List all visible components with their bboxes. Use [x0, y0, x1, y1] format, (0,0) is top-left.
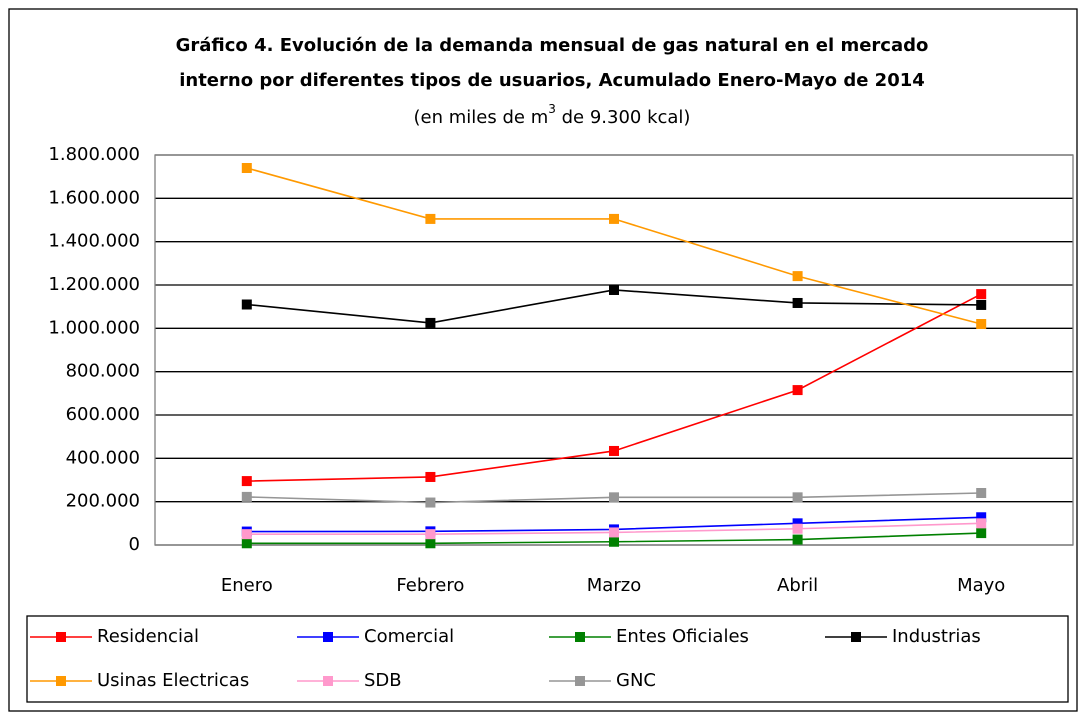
marker	[609, 492, 619, 503]
marker	[241, 491, 252, 502]
marker	[792, 297, 803, 308]
marker	[609, 536, 619, 547]
marker	[425, 317, 436, 328]
marker	[609, 527, 619, 538]
y-tick-label: 200.000	[66, 491, 140, 512]
legend-label: Usinas Electricas	[97, 670, 249, 691]
marker	[425, 538, 436, 549]
x-tick-label: Enero	[221, 575, 273, 596]
marker	[792, 271, 803, 282]
y-tick-label: 600.000	[66, 404, 140, 425]
legend-marker	[851, 632, 861, 642]
legend-marker	[56, 632, 66, 642]
marker	[792, 492, 803, 503]
legend-label: Entes Oficiales	[616, 626, 749, 647]
marker	[241, 299, 252, 310]
marker	[609, 213, 619, 224]
marker	[792, 523, 803, 534]
y-tick-label: 800.000	[66, 361, 140, 382]
chart-title: interno por diferentes tipos de usuarios…	[179, 70, 925, 91]
marker	[976, 488, 987, 498]
legend-label: Industrias	[892, 626, 981, 647]
y-tick-label: 1.200.000	[48, 274, 140, 295]
marker	[241, 476, 252, 487]
x-tick-label: Marzo	[587, 575, 641, 596]
legend-marker	[56, 676, 66, 686]
legend-marker	[323, 676, 333, 686]
legend-label: GNC	[616, 670, 656, 691]
marker	[425, 471, 436, 482]
legend-label: Residencial	[97, 626, 199, 647]
legend-marker	[575, 632, 585, 642]
marker	[425, 497, 436, 508]
marker	[976, 289, 987, 300]
marker	[792, 534, 803, 545]
subtitle-part: de 9.300 kcal)	[556, 107, 691, 128]
y-tick-label: 1.800.000	[48, 144, 140, 165]
marker	[425, 529, 436, 540]
y-tick-label: 400.000	[66, 447, 140, 468]
subtitle-part: (en miles de m	[414, 107, 549, 128]
marker	[241, 529, 252, 540]
x-tick-label: Abril	[777, 575, 818, 596]
y-tick-label: 0	[129, 534, 140, 555]
marker	[241, 538, 252, 549]
legend-box	[26, 615, 1069, 703]
marker	[241, 163, 252, 173]
chart-subtitle: (en miles de m3 de 9.300 kcal)	[414, 102, 691, 129]
y-tick-label: 1.000.000	[48, 317, 140, 338]
chart-title: Gráfico 4. Evolución de la demanda mensu…	[176, 35, 929, 56]
marker	[792, 518, 803, 529]
series-line	[246, 167, 982, 325]
legend-label: Comercial	[364, 626, 454, 647]
marker	[976, 299, 987, 310]
plot-border	[154, 154, 1074, 546]
marker	[976, 518, 987, 529]
legend-label: SDB	[364, 670, 402, 691]
marker	[792, 385, 803, 396]
marker	[425, 213, 436, 224]
marker	[976, 528, 987, 539]
legend-marker	[575, 676, 585, 686]
legend-marker	[323, 632, 333, 642]
marker	[976, 319, 987, 329]
y-tick-label: 1.400.000	[48, 231, 140, 252]
y-tick-label: 1.600.000	[48, 187, 140, 208]
marker	[609, 445, 619, 456]
x-tick-label: Mayo	[957, 575, 1005, 596]
marker	[609, 284, 619, 295]
marker	[976, 512, 987, 523]
chart-border	[8, 8, 1078, 712]
x-tick-label: Febrero	[396, 575, 464, 596]
subtitle-sup: 3	[548, 102, 556, 116]
